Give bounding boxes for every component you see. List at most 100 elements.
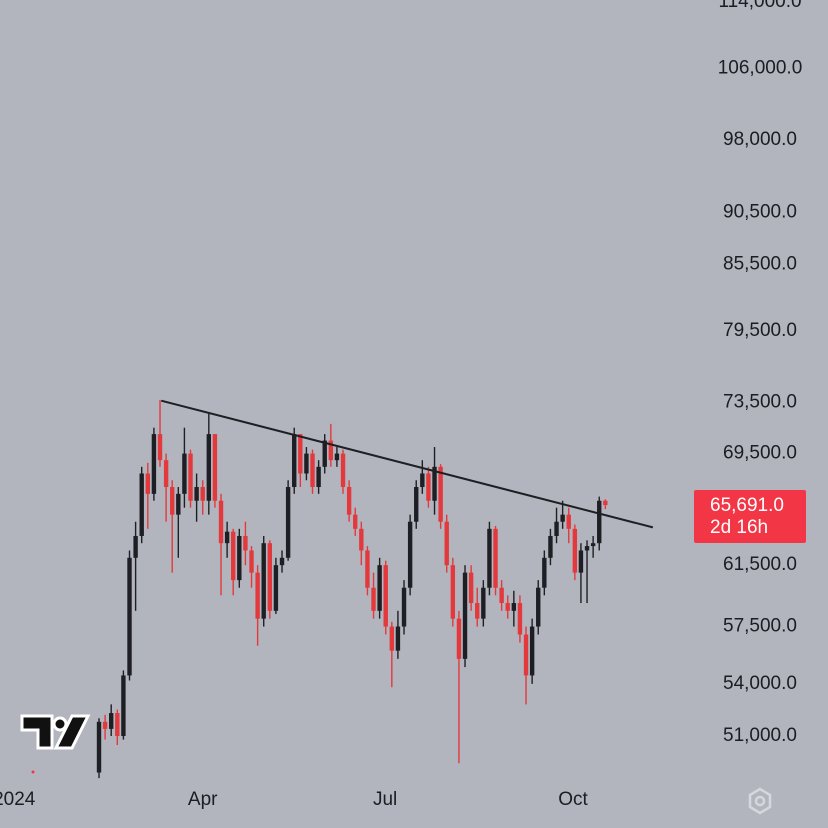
candle-body [444, 521, 449, 566]
candle-body [121, 675, 126, 737]
candle-body [548, 535, 553, 558]
candle-body [584, 546, 590, 551]
candle-body [334, 453, 340, 461]
candle-body [346, 487, 352, 515]
candle-body [487, 528, 492, 588]
candle-body [493, 528, 498, 588]
candle-body [590, 543, 596, 547]
candle-body [145, 473, 151, 494]
candle-body [389, 626, 395, 651]
candle-body [536, 587, 541, 627]
candle-body [182, 453, 187, 494]
price-badge-label: 65,691.0 [710, 495, 784, 516]
candle-body [212, 434, 218, 501]
candle-body [481, 587, 486, 619]
price-badge-countdown: 2d 16h [710, 517, 768, 538]
candle-body [115, 713, 120, 737]
candle-body [566, 514, 571, 529]
candle-body [414, 487, 419, 522]
candle-body [554, 521, 559, 536]
candle-body [218, 500, 224, 544]
candle-body [170, 487, 175, 515]
x-tick-label: 2024 [0, 789, 36, 810]
y-tick-label: 69,500.0 [723, 443, 797, 464]
candle-body [255, 572, 260, 619]
candle-body [96, 721, 102, 773]
candle-body [395, 626, 401, 651]
candle-body [597, 500, 602, 544]
candle-body [365, 550, 370, 588]
candle-body [194, 487, 199, 501]
candle-body [292, 434, 297, 488]
candle-body [139, 473, 144, 536]
price-badge: 65,691.02d 16h [694, 490, 806, 544]
candle-body [316, 466, 321, 488]
candle-body [475, 603, 480, 619]
y-tick-label: 114,000.0 [718, 0, 801, 12]
candle-body [359, 528, 364, 551]
dot [31, 770, 35, 774]
y-tick-label: 73,500.0 [723, 392, 797, 413]
candle-body [157, 434, 163, 461]
candle-body [102, 721, 108, 729]
settings-icon[interactable] [748, 787, 772, 815]
candle-body [432, 466, 437, 501]
y-tick-label: 98,000.0 [723, 129, 797, 150]
y-tick-label: 106,000.0 [718, 57, 803, 78]
candle-body [200, 487, 205, 501]
candle-body [542, 557, 547, 588]
candle-body [450, 565, 456, 619]
candle-body [237, 535, 242, 581]
y-tick-label: 61,500.0 [723, 554, 797, 575]
y-tick-label: 57,500.0 [723, 616, 797, 637]
candle-body [426, 473, 431, 501]
settings-icon-center [754, 795, 766, 807]
candle-body [511, 603, 517, 611]
candle-body [310, 453, 315, 488]
candle-body [578, 550, 584, 573]
candle-body [340, 453, 346, 488]
y-tick-label: 54,000.0 [723, 673, 797, 694]
candle-body [383, 565, 388, 627]
candle-body [523, 634, 529, 676]
candle-body [353, 514, 358, 529]
candle-body [109, 713, 114, 729]
candle-body [371, 587, 376, 611]
candle-body [377, 565, 382, 611]
x-tick-label: Jul [373, 789, 397, 810]
candle-body [505, 603, 510, 611]
candle-body [560, 514, 565, 522]
candle-body [285, 487, 291, 558]
candle-body [456, 618, 462, 659]
candle-body [438, 466, 443, 522]
candle-body [279, 557, 285, 566]
candle-body [572, 528, 578, 573]
candle-body [151, 434, 157, 494]
candle-body [322, 440, 327, 467]
candle-body [298, 434, 303, 474]
candle-body [127, 557, 132, 676]
candle-body [249, 550, 254, 573]
candle-body [224, 531, 230, 544]
candle-body [133, 535, 138, 558]
price-badge-box [694, 490, 806, 544]
candle-body [231, 531, 236, 581]
candle-body [163, 460, 169, 488]
candle-body [517, 603, 523, 635]
candle-body [188, 453, 193, 501]
x-tick-label: Oct [558, 789, 588, 810]
candle-body [273, 565, 279, 611]
y-tick-label: 51,000.0 [723, 725, 797, 746]
candle-body [176, 493, 181, 515]
candle-body [243, 535, 248, 551]
plot: 114,000.0 106,000.0 98,000.0 90,500.0 85,500… [0, 0, 806, 810]
candle-body [468, 572, 474, 604]
x-tick-label: Apr [188, 789, 218, 810]
candle-body [304, 453, 309, 474]
candle-body [499, 587, 504, 604]
candle-body [420, 473, 425, 488]
y-tick-label: 90,500.0 [723, 202, 797, 223]
logo [20, 714, 91, 750]
